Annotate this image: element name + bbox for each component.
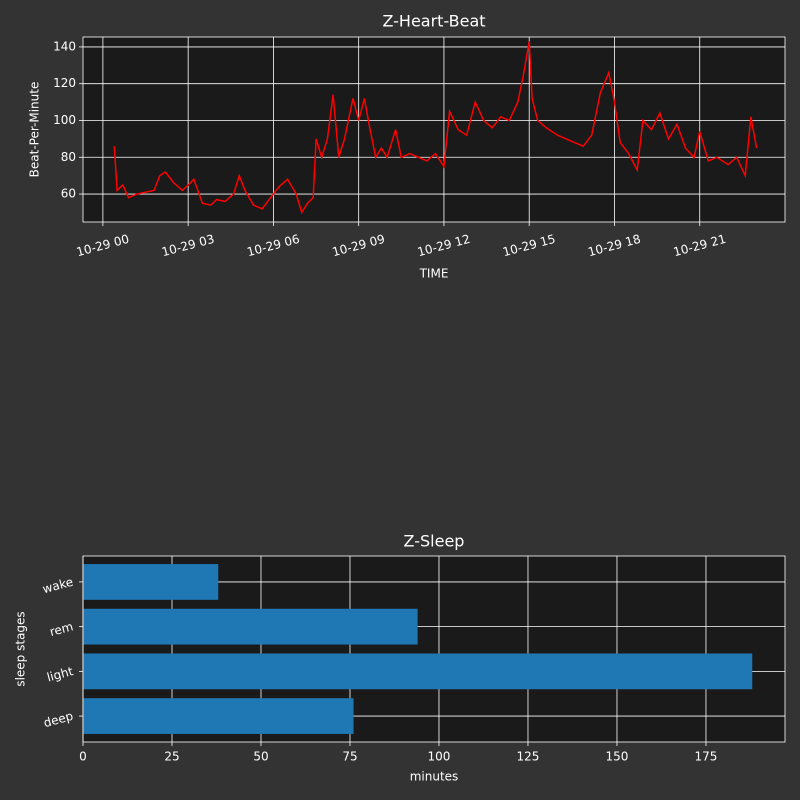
y-tick-label: 140 bbox=[53, 39, 76, 53]
y-tick-label: 100 bbox=[53, 113, 76, 127]
plot-area bbox=[83, 37, 785, 222]
y-axis-label: Beat-Per-Minute bbox=[28, 82, 42, 178]
x-axis-label: TIME bbox=[419, 267, 449, 281]
x-tick-label: 0 bbox=[79, 750, 87, 764]
chart-title: Z-Sleep bbox=[404, 532, 465, 551]
x-tick-label: 100 bbox=[428, 750, 451, 764]
y-tick-label: rem bbox=[48, 619, 75, 639]
x-tick-label: 25 bbox=[164, 750, 179, 764]
x-axis-label: minutes bbox=[410, 770, 459, 784]
heart-rate-line bbox=[113, 41, 758, 215]
x-tick-label: 175 bbox=[695, 750, 718, 764]
y-axis-label: sleep stages bbox=[14, 611, 28, 686]
x-tick-label: 75 bbox=[342, 750, 357, 764]
x-tick-label: 150 bbox=[606, 750, 629, 764]
y-tick-label: 60 bbox=[61, 187, 76, 201]
bar bbox=[83, 698, 354, 734]
chart-title: Z-Heart-Beat bbox=[382, 12, 485, 31]
x-tick-label: 50 bbox=[253, 750, 268, 764]
bar bbox=[83, 564, 219, 600]
y-tick-label: 80 bbox=[61, 150, 76, 164]
y-tick-label: 120 bbox=[53, 76, 76, 90]
plot-frame bbox=[82, 555, 786, 743]
bar bbox=[83, 653, 753, 690]
bar bbox=[83, 608, 418, 645]
x-tick-label: 125 bbox=[517, 750, 540, 764]
y-tick-label: light bbox=[45, 664, 75, 684]
plot-frame bbox=[82, 36, 786, 223]
